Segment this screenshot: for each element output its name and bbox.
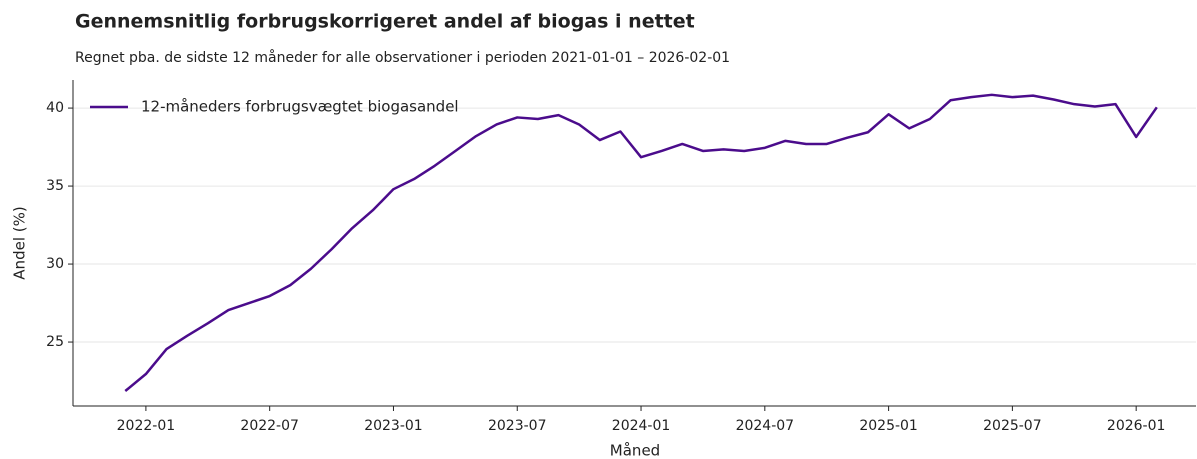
x-tick-label: 2023-01 bbox=[364, 418, 423, 434]
y-tick-label: 25 bbox=[46, 334, 64, 350]
y-axis-label: Andel (%) bbox=[11, 206, 29, 279]
y-tick-label: 30 bbox=[46, 256, 64, 272]
x-tick-label: 2024-01 bbox=[612, 418, 671, 434]
line-series bbox=[124, 93, 1158, 392]
x-axis-label: Måned bbox=[610, 442, 660, 459]
x-tick-label: 2024-07 bbox=[736, 418, 795, 434]
x-tick-label: 2025-01 bbox=[859, 418, 918, 434]
x-tick-label: 2022-07 bbox=[240, 418, 299, 434]
legend-label: 12-måneders forbrugsvægtet biogasandel bbox=[141, 98, 459, 116]
chart-subtitle: Regnet pba. de sidste 12 måneder for all… bbox=[75, 49, 730, 66]
y-tick-label: 40 bbox=[46, 100, 64, 116]
x-tick-label: 2022-01 bbox=[117, 418, 176, 434]
x-tick-label: 2026-01 bbox=[1107, 418, 1166, 434]
x-tick-label: 2025-07 bbox=[983, 418, 1042, 434]
x-tick-label: 2023-07 bbox=[488, 418, 547, 434]
chart-title: Gennemsnitlig forbrugskorrigeret andel a… bbox=[75, 11, 695, 33]
y-tick-label: 35 bbox=[46, 178, 64, 194]
